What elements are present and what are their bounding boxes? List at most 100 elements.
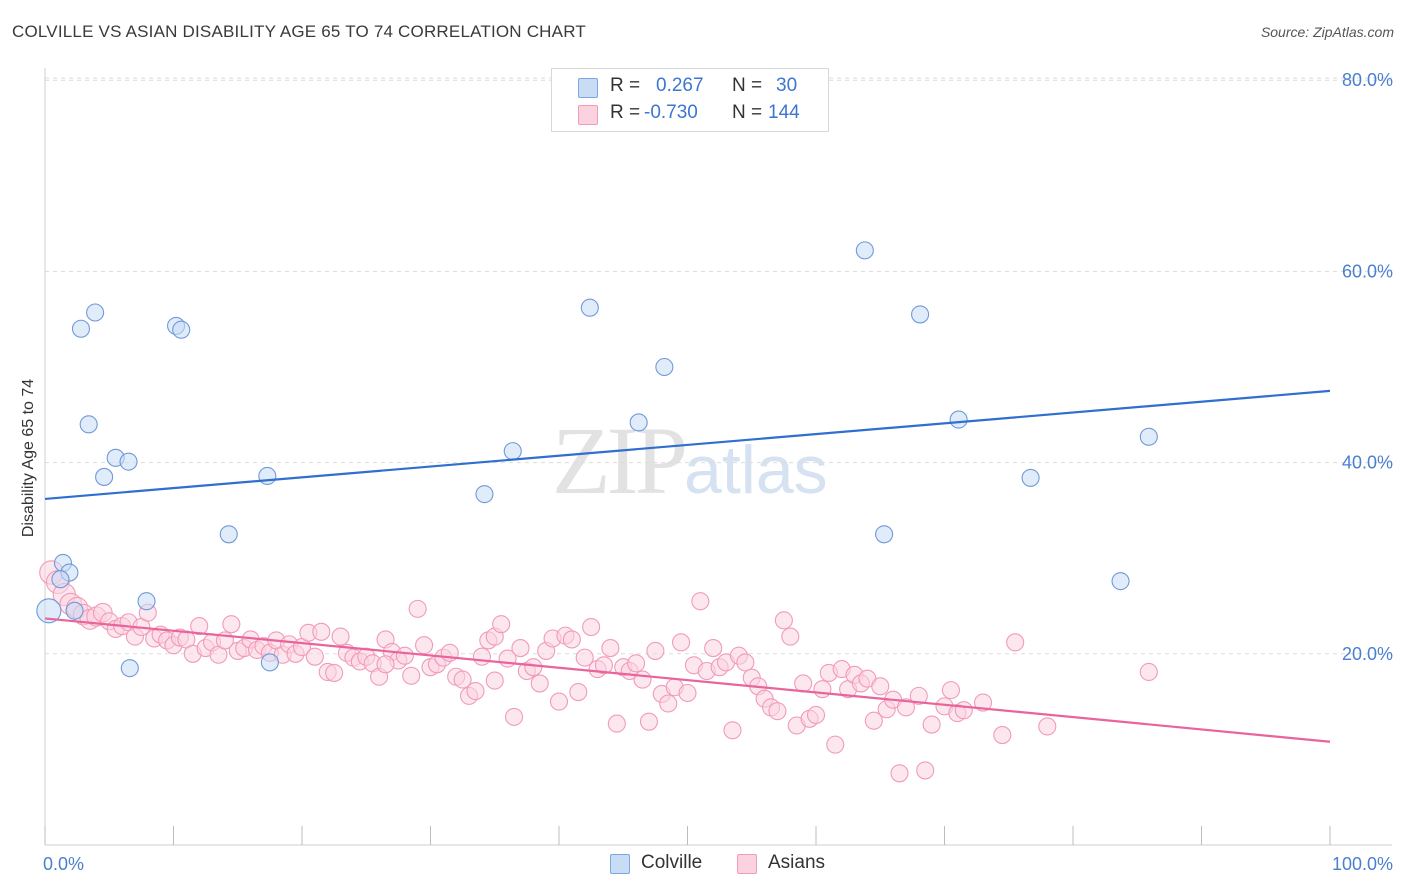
asians-point (672, 633, 691, 652)
colville-point (629, 413, 648, 432)
x-tick-label-min: 0.0% (43, 854, 84, 874)
legend-n-value: 30 (776, 75, 798, 96)
colville-point (79, 415, 98, 434)
asians-point (485, 671, 504, 690)
asians-point (582, 617, 601, 637)
y-tick-label: 40.0% (1342, 453, 1393, 473)
asians-point (466, 682, 485, 701)
asians-point (896, 698, 916, 717)
asians-point (376, 655, 395, 674)
asians-point (305, 647, 324, 666)
legend-swatch-colville (610, 854, 630, 874)
colville-trend-line (44, 389, 1331, 501)
asians-point (864, 711, 883, 730)
asians-point (806, 705, 826, 725)
asians-point (646, 641, 665, 660)
asians-point (524, 658, 543, 677)
colville-point (71, 319, 91, 338)
asians-point (549, 692, 569, 711)
asians-point (1139, 662, 1158, 682)
legend-label-asians: Asians (768, 852, 826, 873)
watermark-zip: ZIP (552, 407, 688, 514)
asians-point (492, 615, 511, 634)
watermark: ZIPatlas (552, 405, 828, 516)
tick-labels: 20.0% 40.0% 60.0% 80.0% 0.0% 100.0% (43, 70, 1393, 874)
asians-point (916, 761, 935, 780)
colville-point (855, 241, 874, 260)
legend-r-label: R = (610, 102, 641, 123)
asians-point (402, 666, 421, 685)
legend-n-label: N = (732, 102, 763, 123)
asians-point (993, 726, 1012, 745)
chart-source: Source: ZipAtlas.com (1260, 24, 1394, 40)
legend-row-asians: R = -0.730 N = 144 (552, 102, 828, 128)
colville-point (51, 570, 70, 589)
asians-trend-line (44, 617, 1331, 743)
asians-point (1038, 717, 1057, 736)
colville-point (1139, 427, 1158, 446)
asians-point (890, 764, 909, 783)
y-tick-label: 20.0% (1342, 644, 1393, 664)
asians-point (941, 681, 960, 700)
asians-point (954, 701, 973, 720)
asians-point (601, 639, 620, 658)
asians-point (973, 693, 993, 712)
asians-point (511, 639, 530, 658)
colville-point (1021, 468, 1040, 487)
legend-swatch-asians (737, 854, 757, 874)
chart-title: COLVILLE VS ASIAN DISABILITY AGE 65 TO 7… (12, 22, 586, 41)
asians-point (723, 721, 742, 740)
asians-point (871, 677, 890, 696)
axes (44, 68, 1392, 846)
asians-point (1006, 633, 1025, 652)
asians-point (633, 670, 652, 689)
asians-point (768, 702, 787, 721)
colville-point (120, 659, 139, 678)
y-tick-label: 60.0% (1342, 261, 1393, 281)
asians-point (222, 615, 241, 634)
asians-point (639, 712, 659, 731)
y-tick-label: 80.0% (1342, 70, 1393, 90)
asians-point (331, 627, 350, 646)
asians-point (678, 683, 697, 703)
colville-point (655, 357, 674, 377)
watermark-atlas: atlas (684, 432, 828, 508)
grid-lines (45, 77, 1392, 655)
asians-point (909, 686, 928, 705)
asians-point (562, 630, 581, 649)
legend-n-value: 144 (768, 102, 800, 123)
asians-point (813, 680, 832, 699)
asians-point (607, 714, 626, 733)
legend-r-value: 0.267 (656, 75, 704, 96)
legend-r-label: R = (610, 75, 641, 96)
legend-swatch-colville (578, 78, 598, 98)
asians-point (691, 592, 710, 611)
asians-point (575, 648, 594, 667)
asians-point (415, 636, 434, 655)
asians-point (794, 674, 813, 693)
asians-point (569, 682, 588, 702)
colville-point (137, 592, 156, 611)
asians-point (704, 639, 723, 658)
colville-point (95, 467, 114, 486)
asians-point (453, 670, 472, 689)
asians-point (736, 653, 755, 672)
colville-point (949, 410, 968, 429)
colville-point (65, 601, 84, 620)
colville-point (219, 525, 238, 544)
colville-point (875, 525, 894, 544)
colville-point (172, 320, 191, 339)
colville-point (475, 485, 494, 504)
colville-point (1111, 572, 1130, 591)
legend-n-label: N = (732, 75, 763, 96)
asians-point (325, 663, 344, 682)
trend-lines (44, 389, 1331, 743)
asians-point (774, 611, 793, 630)
asians-point (504, 707, 524, 726)
asians-point (530, 674, 549, 693)
asians-point (408, 599, 427, 618)
asians-point (594, 656, 614, 675)
colville-point (119, 452, 138, 471)
colville-points (36, 241, 1158, 678)
